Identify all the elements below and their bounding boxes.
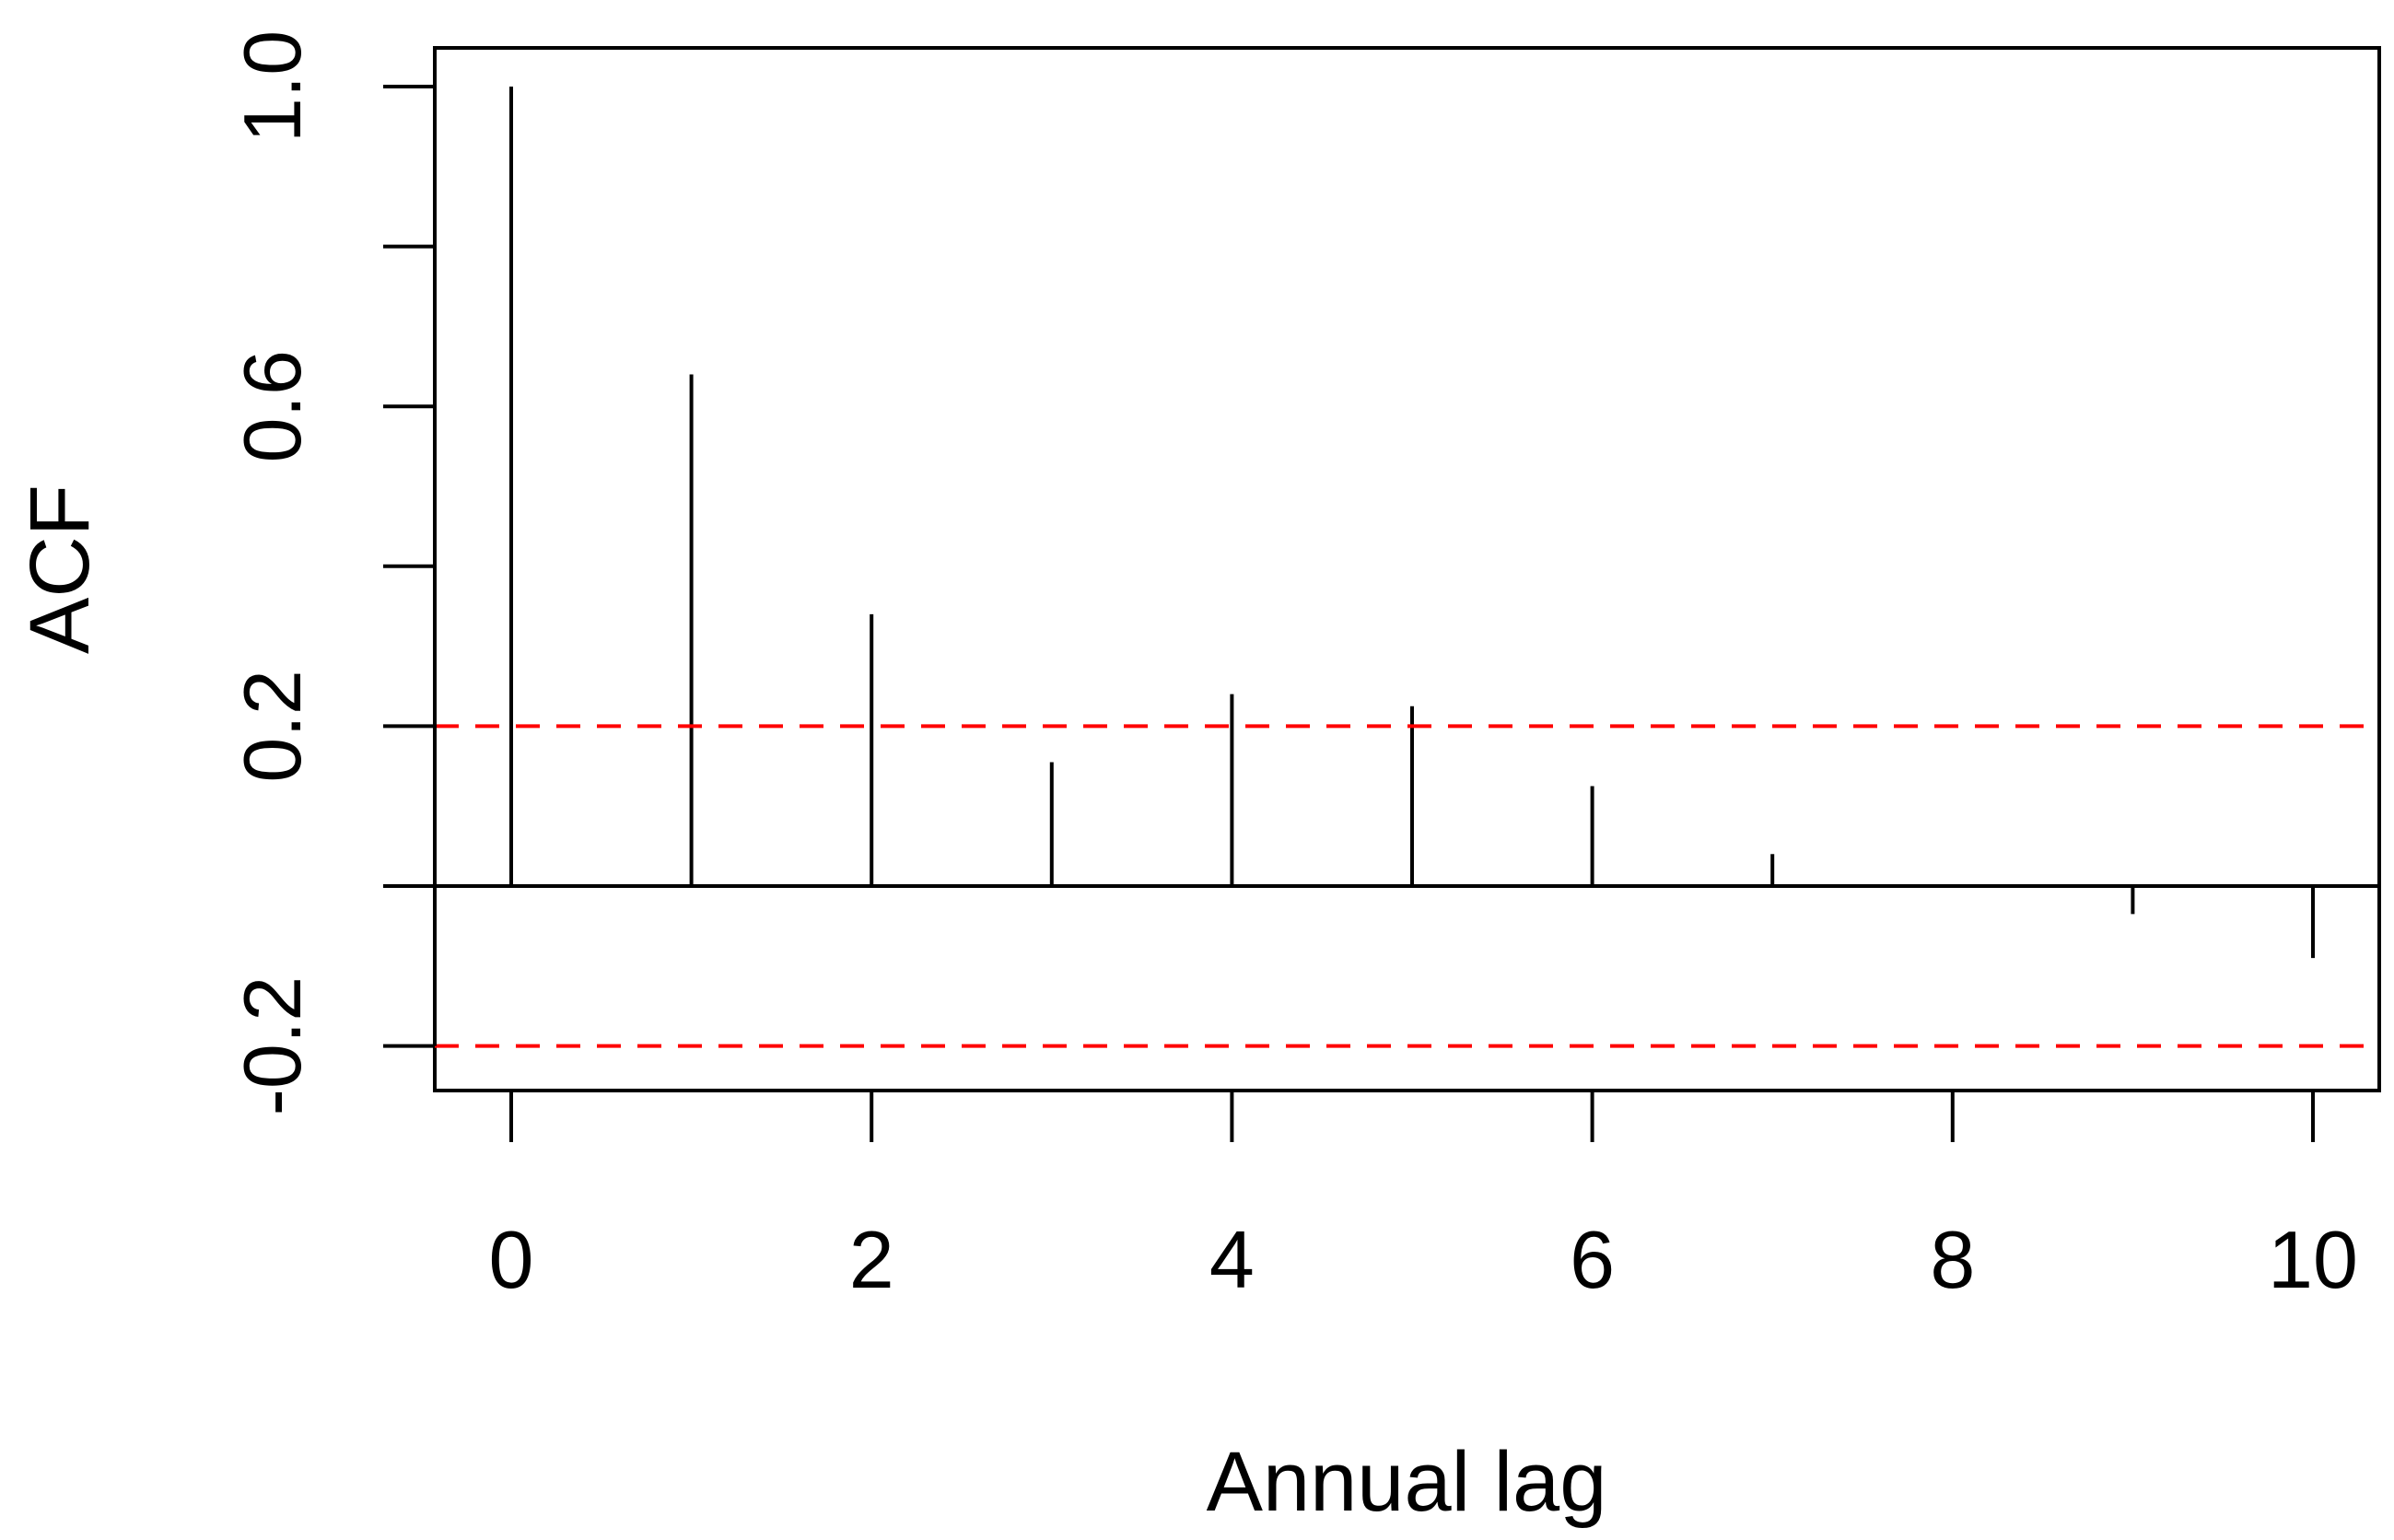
plot-frame [433, 46, 2381, 1092]
y-tick-label-6: 1.0 [227, 30, 318, 143]
x-tick-label-8: 8 [1930, 1214, 1975, 1305]
acf-bars [509, 87, 2315, 959]
x-axis-title: Annual lag [1207, 1435, 1607, 1529]
x-tick-label-2: 2 [849, 1214, 894, 1305]
y-tick-label-0: -0.2 [227, 976, 318, 1116]
y-axis-title: ACF [13, 484, 107, 654]
y-axis: -0.2 0.2 0.6 1.0 [227, 30, 437, 1116]
y-tick-label-4: 0.6 [227, 350, 318, 462]
x-tick-label-10: 10 [2268, 1214, 2358, 1305]
x-axis: 0 2 4 6 8 10 [489, 1089, 2358, 1305]
y-tick-label-2: 0.2 [227, 670, 318, 782]
x-tick-label-6: 6 [1570, 1214, 1615, 1305]
x-tick-label-0: 0 [489, 1214, 534, 1305]
x-tick-label-4: 4 [1209, 1214, 1255, 1305]
